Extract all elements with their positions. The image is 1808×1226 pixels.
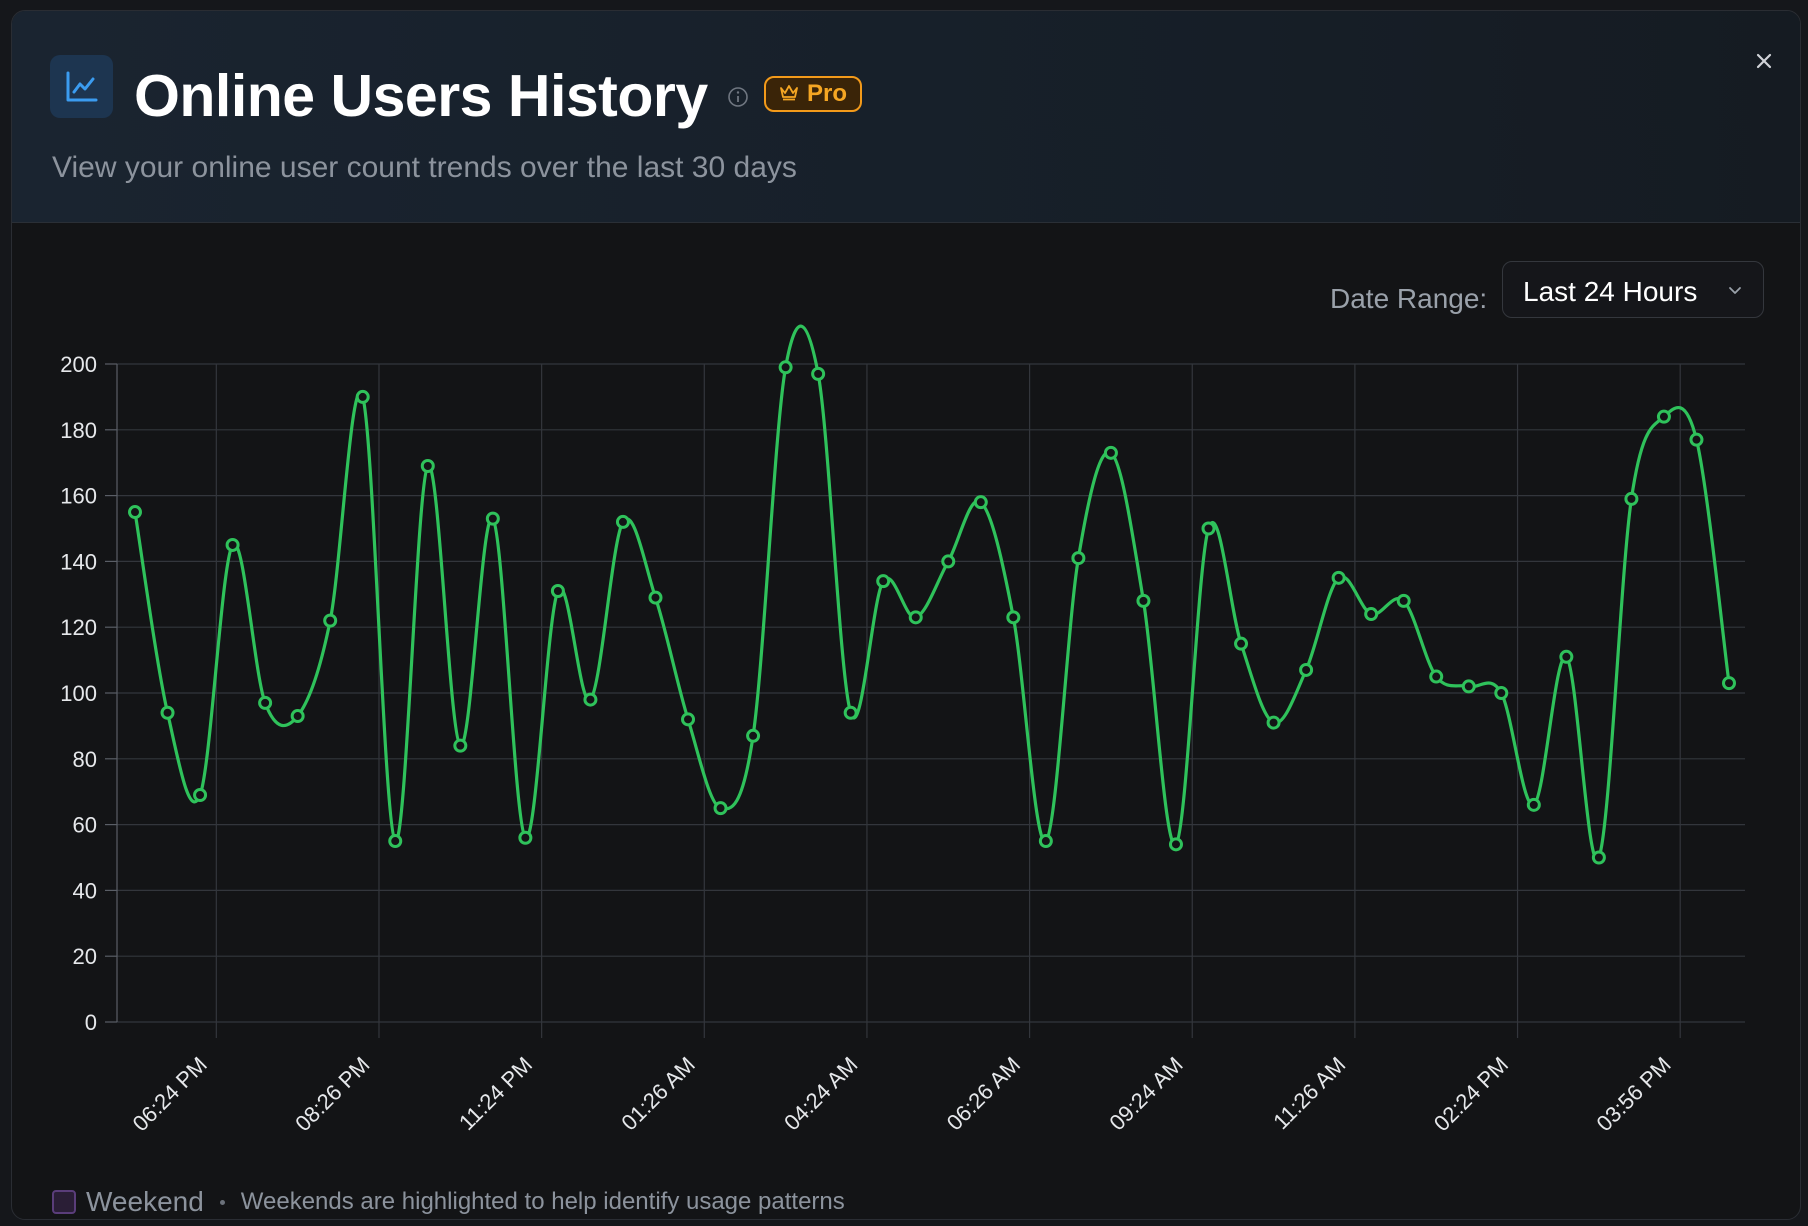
data-point bbox=[388, 834, 403, 849]
x-tick-label: 06:26 AM bbox=[942, 1052, 1025, 1135]
data-point bbox=[876, 574, 891, 589]
x-tick-label: 04:24 AM bbox=[779, 1052, 862, 1135]
y-tick-label: 120 bbox=[60, 615, 97, 640]
data-point bbox=[615, 514, 630, 529]
data-point bbox=[160, 705, 175, 720]
data-point bbox=[1071, 551, 1086, 566]
page-subtitle: View your online user count trends over … bbox=[52, 151, 797, 184]
info-icon[interactable] bbox=[727, 86, 749, 108]
data-point bbox=[1689, 432, 1704, 447]
data-point bbox=[1624, 491, 1639, 506]
data-point bbox=[518, 830, 533, 845]
data-point bbox=[355, 389, 370, 404]
data-point bbox=[1234, 636, 1249, 651]
data-point bbox=[1299, 662, 1314, 677]
data-point bbox=[128, 505, 142, 520]
x-tick-label: 03:56 PM bbox=[1591, 1052, 1675, 1136]
data-point bbox=[453, 738, 468, 753]
y-tick-label: 200 bbox=[60, 352, 97, 377]
data-point bbox=[941, 554, 956, 569]
data-point bbox=[323, 613, 338, 628]
x-tick-label: 09:24 AM bbox=[1104, 1052, 1187, 1135]
data-point bbox=[1461, 679, 1476, 694]
modal-header: Online Users History Pro View your onlin… bbox=[12, 11, 1800, 223]
data-point bbox=[1591, 850, 1606, 865]
close-icon bbox=[1756, 53, 1772, 69]
data-point bbox=[908, 610, 923, 625]
data-point bbox=[1006, 610, 1021, 625]
weekend-swatch bbox=[52, 1190, 76, 1214]
data-point bbox=[583, 692, 598, 707]
chart-legend: Weekend Weekends are highlighted to help… bbox=[52, 1186, 845, 1218]
legend-weekend-label: Weekend bbox=[86, 1186, 204, 1217]
data-point bbox=[1136, 593, 1151, 608]
page-title: Online Users History bbox=[134, 63, 708, 129]
data-point bbox=[1722, 676, 1736, 691]
data-point bbox=[811, 366, 826, 381]
data-point bbox=[550, 584, 565, 599]
x-tick-label: 01:26 AM bbox=[616, 1052, 699, 1135]
legend-note: Weekends are highlighted to help identif… bbox=[240, 1188, 845, 1215]
date-range-label: Date Range: bbox=[1330, 283, 1488, 314]
y-tick-label: 100 bbox=[60, 681, 97, 706]
y-tick-label: 180 bbox=[60, 418, 97, 443]
pro-badge-label: Pro bbox=[806, 80, 847, 107]
data-point bbox=[1201, 521, 1216, 536]
data-point bbox=[1331, 570, 1346, 585]
data-point bbox=[258, 695, 273, 710]
close-button[interactable] bbox=[1750, 47, 1778, 75]
series-line bbox=[133, 324, 1731, 862]
data-point bbox=[681, 712, 696, 727]
data-point bbox=[193, 787, 208, 802]
x-tick-label: 11:26 AM bbox=[1268, 1052, 1350, 1134]
x-tick-label: 08:26 PM bbox=[290, 1052, 374, 1136]
y-tick-label: 0 bbox=[85, 1010, 97, 1035]
data-point bbox=[225, 537, 240, 552]
chevron-down-icon bbox=[1727, 282, 1743, 298]
data-point bbox=[1526, 797, 1541, 812]
y-tick-label: 40 bbox=[73, 878, 97, 903]
data-point bbox=[778, 360, 793, 375]
data-point bbox=[1168, 837, 1183, 852]
date-range-select[interactable]: Last 24 Hours bbox=[1502, 261, 1764, 318]
data-point bbox=[420, 458, 435, 473]
data-point bbox=[843, 705, 858, 720]
data-point bbox=[1656, 409, 1671, 424]
data-point bbox=[713, 801, 728, 816]
data-point bbox=[1266, 715, 1281, 730]
data-point bbox=[1494, 686, 1509, 700]
pro-badge: Pro bbox=[764, 76, 862, 112]
x-tick-label: 06:24 PM bbox=[128, 1052, 212, 1136]
data-point bbox=[1559, 649, 1574, 664]
legend-separator-dot bbox=[219, 1199, 225, 1205]
y-tick-label: 60 bbox=[73, 813, 97, 838]
data-point bbox=[1364, 607, 1379, 622]
data-point bbox=[1396, 593, 1411, 608]
x-tick-label: 02:24 PM bbox=[1429, 1052, 1513, 1136]
crown-icon bbox=[779, 83, 799, 106]
data-point bbox=[290, 709, 305, 724]
data-point bbox=[1103, 445, 1118, 460]
line-chart-icon bbox=[50, 55, 113, 118]
y-tick-label: 20 bbox=[73, 944, 97, 969]
y-tick-label: 80 bbox=[73, 747, 97, 772]
online-users-line-chart: 0 20 40 60 80 100 120 140 160 180 200 06:24 PM 08:26… bbox=[60, 324, 1745, 1136]
data-point bbox=[746, 728, 761, 743]
data-point bbox=[1429, 669, 1444, 684]
x-tick-label: 11:24 PM bbox=[454, 1052, 537, 1135]
data-point bbox=[648, 590, 663, 605]
date-range-value: Last 24 Hours bbox=[1523, 276, 1698, 307]
data-point bbox=[485, 511, 500, 526]
y-tick-label: 140 bbox=[60, 549, 97, 574]
data-point bbox=[1038, 834, 1053, 849]
data-point bbox=[973, 495, 988, 510]
online-users-history-modal: Online Users History Pro View your onlin… bbox=[11, 10, 1801, 1220]
y-tick-label: 160 bbox=[60, 484, 97, 509]
